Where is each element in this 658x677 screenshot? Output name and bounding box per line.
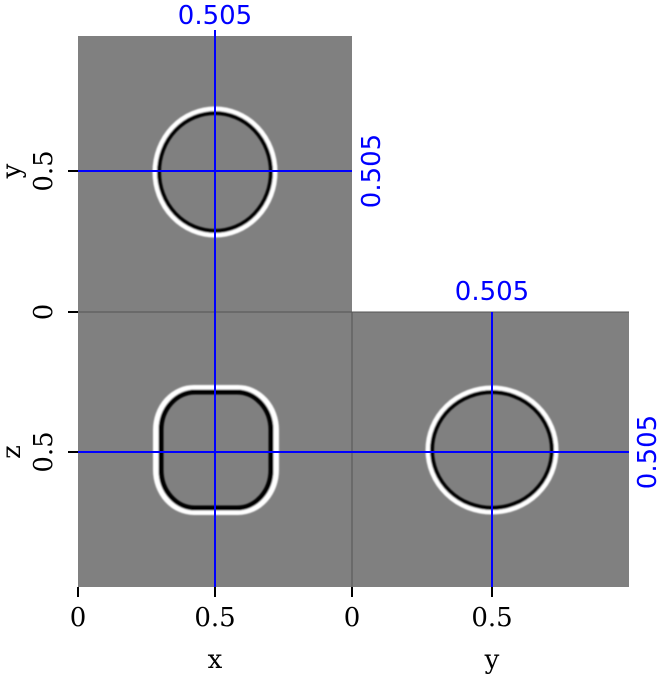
tick-y-0: 0 [344, 603, 361, 633]
left-label-y: y [0, 163, 27, 179]
pick-label-z: 0.505 [633, 415, 658, 489]
panel-side [352, 312, 629, 587]
tick-left-bottom-0.5: 0.5 [29, 431, 59, 472]
pick-label-y-side: 0.505 [455, 277, 529, 307]
ylabel-bottom: y [484, 645, 500, 675]
left-label-z: z [0, 445, 27, 459]
tick-left-top-0.5: 0.5 [29, 150, 59, 191]
tick-x-0: 0 [70, 603, 87, 633]
pick-label-y-top: 0.505 [357, 134, 387, 208]
tick-y-0.5: 0.5 [471, 603, 512, 633]
tick-x-0.5: 0.5 [194, 603, 235, 633]
pick-label-x: 0.505 [178, 1, 252, 31]
xlabel: x [208, 645, 223, 675]
tick-left-0: 0 [29, 304, 59, 321]
